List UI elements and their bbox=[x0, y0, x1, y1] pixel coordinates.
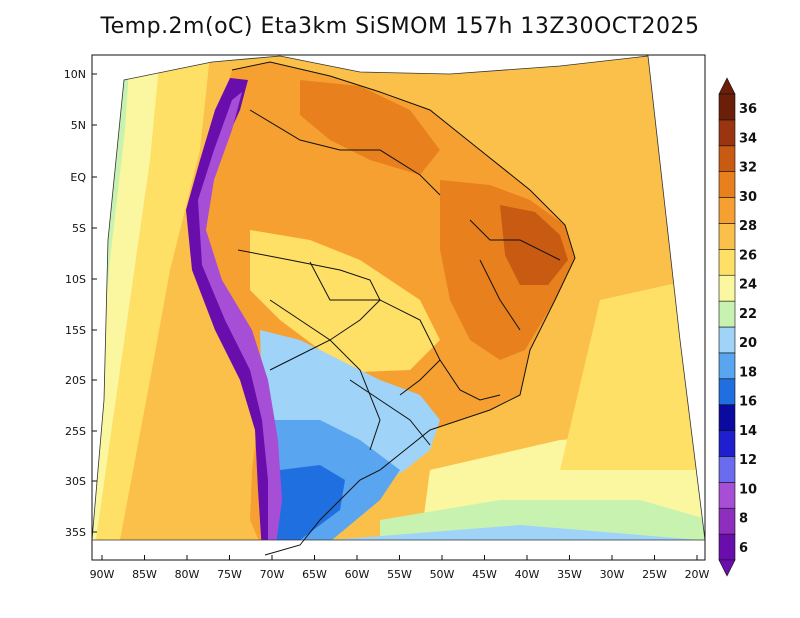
map-frame bbox=[91, 55, 706, 541]
colorbar-swatch bbox=[718, 197, 736, 224]
lon-tick-label: 60W bbox=[345, 568, 370, 581]
land-guiana-hot bbox=[300, 80, 440, 175]
colorbar-swatch bbox=[718, 93, 736, 121]
colorbar-label: 24 bbox=[739, 278, 757, 293]
colorbar-swatch bbox=[718, 378, 736, 405]
colorbar-label: 10 bbox=[739, 482, 757, 497]
lat-tick-label: 5N bbox=[71, 119, 86, 132]
colorbar-label: 20 bbox=[739, 336, 757, 351]
colorbar-label: 32 bbox=[739, 161, 757, 176]
colorbar-swatch bbox=[718, 507, 736, 535]
lon-tick-label: 50W bbox=[430, 568, 455, 581]
land-central-belt bbox=[250, 230, 440, 372]
lon-tick-label: 35W bbox=[557, 568, 582, 581]
colorbar-label: 34 bbox=[739, 131, 757, 146]
colorbar-label: 30 bbox=[739, 190, 757, 205]
colorbar-label: 8 bbox=[739, 512, 748, 527]
lat-tick-label: 25S bbox=[65, 425, 86, 438]
colorbar-label: 14 bbox=[739, 424, 757, 439]
temperature-field bbox=[92, 56, 705, 540]
colorbar-swatch bbox=[718, 223, 736, 250]
lon-tick-label: 85W bbox=[132, 568, 157, 581]
colorbar-label: 18 bbox=[739, 365, 757, 380]
land-pampas bbox=[270, 465, 345, 540]
lon-tick-label: 55W bbox=[387, 568, 412, 581]
axis-ticks: 10N 5N EQ 5S 10S 15S 20S 25S 30S 35S 90W 85W 80W 75W 7… bbox=[64, 68, 710, 581]
lat-tick-label: 5S bbox=[72, 222, 86, 235]
country-borders bbox=[231, 61, 576, 556]
lon-tick-label: 40W bbox=[515, 568, 540, 581]
lat-tick-label: EQ bbox=[70, 171, 86, 184]
colorbar-swatch bbox=[718, 352, 736, 380]
lon-tick-label: 65W bbox=[302, 568, 327, 581]
lon-tick-label: 70W bbox=[260, 568, 285, 581]
lat-tick-label: 15S bbox=[65, 324, 86, 337]
lon-tick-label: 90W bbox=[90, 568, 115, 581]
map-title: Temp.2m(oC) Eta3km SiSMOM 157h 13Z30OCT2… bbox=[100, 14, 700, 39]
lon-tick-label: 20W bbox=[685, 568, 710, 581]
colorbar-label: 26 bbox=[739, 248, 757, 263]
colorbar-swatch bbox=[718, 430, 736, 457]
andes-core bbox=[198, 92, 282, 540]
colorbar-swatch bbox=[718, 326, 736, 354]
lon-tick-label: 25W bbox=[642, 568, 667, 581]
colorbar-swatch bbox=[718, 482, 736, 509]
colorbar-swatch bbox=[718, 171, 736, 198]
lat-tick-label: 10S bbox=[65, 273, 86, 286]
atlantic-far-south bbox=[330, 525, 700, 540]
lon-tick-label: 30W bbox=[600, 568, 625, 581]
colorbar-label: 28 bbox=[739, 219, 757, 234]
colorbar-label: 6 bbox=[739, 541, 748, 556]
colorbar-label: 22 bbox=[739, 307, 757, 322]
atlantic-east-mild bbox=[560, 280, 705, 470]
colorbar-swatch bbox=[718, 119, 736, 147]
colorbar-swatch bbox=[718, 274, 736, 302]
colorbar-label: 16 bbox=[739, 395, 757, 410]
colorbar-swatch bbox=[718, 404, 736, 431]
land-nordeste-hot bbox=[500, 205, 568, 285]
lat-tick-label: 20S bbox=[65, 374, 86, 387]
lat-tick-label: 35S bbox=[65, 526, 86, 539]
colorbar-swatch bbox=[718, 249, 736, 276]
lon-tick-label: 45W bbox=[472, 568, 497, 581]
colorbar-swatch bbox=[718, 145, 736, 172]
colorbar-swatch bbox=[718, 456, 736, 483]
colorbar-label: 36 bbox=[739, 102, 757, 117]
lat-tick-label: 30S bbox=[65, 475, 86, 488]
colorbar-max-arrow bbox=[718, 77, 736, 95]
colorbar: 6 8 10 12 14 16 18 20 22 24 26 28 30 32 34 36 bbox=[718, 77, 757, 577]
axes-box bbox=[91, 54, 706, 561]
lat-tick-label: 10N bbox=[64, 68, 86, 81]
colorbar-swatch bbox=[718, 300, 736, 328]
colorbar-label: 12 bbox=[739, 453, 757, 468]
colorbar-swatch bbox=[718, 533, 736, 561]
colorbar-min-arrow bbox=[718, 559, 736, 577]
lon-tick-label: 75W bbox=[217, 568, 242, 581]
lon-tick-label: 80W bbox=[175, 568, 200, 581]
